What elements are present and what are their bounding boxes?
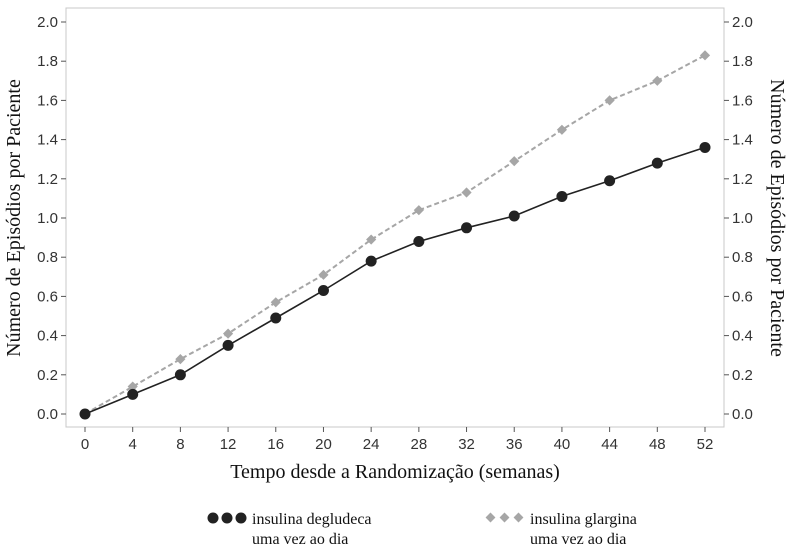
legend-item-degludeca: insulina degludeca uma vez ao dia xyxy=(207,511,372,548)
x-tick-label: 36 xyxy=(506,436,523,453)
series-line-degludeca xyxy=(84,146,706,415)
point-degludeca xyxy=(79,408,91,420)
x-tick-label: 20 xyxy=(315,436,332,453)
y-tick-label-right: 1.6 xyxy=(732,92,753,109)
legend-label-degludeca-line1: insulina degludeca xyxy=(252,511,372,528)
x-tick-label: 40 xyxy=(554,436,571,453)
legend-marker-degludeca-3 xyxy=(235,512,247,524)
point-degludeca xyxy=(413,236,425,248)
legend: insulina degludeca uma vez ao dia insuli… xyxy=(207,511,637,548)
point-degludeca xyxy=(222,339,234,351)
legend-marker-degludeca-1 xyxy=(207,512,219,524)
x-tick-label: 52 xyxy=(697,436,714,453)
y-tick-label-left: 0.4 xyxy=(37,328,58,345)
x-tick-label: 0 xyxy=(81,436,89,453)
point-glargina xyxy=(175,354,186,365)
y-tick-label-left: 1.8 xyxy=(37,53,58,70)
legend-item-glargina: insulina glargina uma vez ao dia xyxy=(485,511,637,548)
y-tick-label-left: 1.4 xyxy=(37,132,58,149)
legend-marker-glargina-3 xyxy=(513,512,524,523)
y-tick-label-left: 0.8 xyxy=(37,249,58,266)
point-glargina xyxy=(556,124,568,135)
y-tick-label-left: 2.0 xyxy=(37,14,58,31)
y-tick-label-left: 1.0 xyxy=(37,210,58,227)
x-tick-label: 12 xyxy=(220,436,237,453)
point-glargina xyxy=(318,269,329,280)
legend-marker-degludeca-2 xyxy=(221,512,233,524)
axis-layer: 0.0 0.0 0.2 0.2 0.4 0.4 0.6 0.6 0.8 0.8 1.0 1.0 1.2 1… xyxy=(37,14,753,453)
point-degludeca xyxy=(699,141,711,153)
point-degludeca xyxy=(461,222,473,234)
x-tick-label: 32 xyxy=(458,436,475,453)
point-degludeca xyxy=(651,157,663,169)
legend-marker-glargina-1 xyxy=(485,512,496,523)
x-tick-label: 4 xyxy=(129,436,137,453)
y-tick-label-right: 0.6 xyxy=(732,288,753,305)
point-glargina xyxy=(222,328,234,339)
point-glargina xyxy=(270,297,281,308)
y-tick-label-right: 1.0 xyxy=(732,210,753,227)
y-tick-label-left: 1.2 xyxy=(37,171,58,188)
y-tick-label-left: 1.6 xyxy=(37,92,58,109)
point-degludeca xyxy=(317,285,329,297)
point-degludeca xyxy=(508,210,520,222)
y-tick-label-left: 0.2 xyxy=(37,367,58,384)
point-glargina xyxy=(127,381,138,392)
y-tick-label-right: 0.8 xyxy=(732,249,753,266)
point-degludeca xyxy=(174,369,186,381)
y-axis-title-right: Número de Episódios por Paciente xyxy=(766,79,788,357)
y-tick-label-right: 2.0 xyxy=(732,14,753,31)
legend-marker-glargina-2 xyxy=(499,512,510,523)
point-glargina xyxy=(652,75,663,86)
x-tick-label: 24 xyxy=(363,436,380,453)
point-glargina xyxy=(509,156,520,167)
series-line-glargina xyxy=(84,54,706,415)
point-glargina xyxy=(461,187,472,198)
point-degludeca xyxy=(604,175,616,187)
legend-label-glargina-line2: uma vez ao dia xyxy=(530,531,626,548)
point-degludeca xyxy=(365,255,377,267)
point-glargina xyxy=(699,50,711,61)
point-glargina xyxy=(366,234,377,245)
point-degludeca xyxy=(556,190,568,202)
point-degludeca xyxy=(127,388,139,400)
x-tick-label: 44 xyxy=(601,436,618,453)
series-layer xyxy=(79,50,711,420)
plot-frame xyxy=(65,7,725,428)
y-tick-label-right: 1.8 xyxy=(732,53,753,70)
legend-label-degludeca-line2: uma vez ao dia xyxy=(252,531,348,548)
x-tick-label: 28 xyxy=(411,436,428,453)
legend-label-glargina-line1: insulina glargina xyxy=(530,511,637,528)
y-axis-title-left: Número de Episódios por Paciente xyxy=(3,79,25,357)
y-tick-label-left: 0.6 xyxy=(37,288,58,305)
y-tick-label-right: 1.2 xyxy=(732,171,753,188)
point-degludeca xyxy=(270,312,282,324)
y-tick-label-left: 0.0 xyxy=(37,406,58,423)
x-tick-label: 8 xyxy=(176,436,184,453)
x-axis-title: Tempo desde a Randomização (semanas) xyxy=(230,461,560,483)
y-tick-label-right: 0.2 xyxy=(732,367,753,384)
y-tick-label-right: 0.0 xyxy=(732,406,753,423)
point-glargina xyxy=(604,95,615,106)
point-glargina xyxy=(413,205,424,216)
y-tick-label-right: 1.4 xyxy=(732,132,753,149)
x-tick-label: 16 xyxy=(267,436,284,453)
y-tick-label-right: 0.4 xyxy=(732,328,753,345)
x-tick-label: 48 xyxy=(649,436,666,453)
